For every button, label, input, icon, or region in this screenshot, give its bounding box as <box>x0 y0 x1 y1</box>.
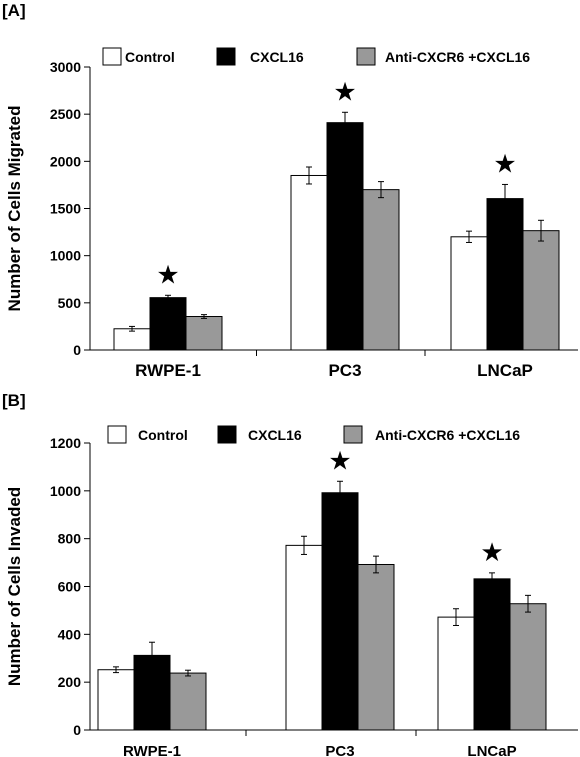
y-tick-label: 500 <box>58 295 82 311</box>
x-category-label: LNCaP <box>477 361 533 380</box>
bar-rwpe-1-cxcl16 <box>133 654 171 731</box>
bar-rwpe-1-cxcl16 <box>149 297 187 351</box>
x-category-label: RWPE-1 <box>135 361 201 380</box>
legend-swatch <box>102 47 122 66</box>
panel-label: [A] <box>2 1 26 20</box>
bar-lncap-anti-cxcr6-cxcl16 <box>509 603 547 731</box>
bar-lncap-control <box>450 236 488 351</box>
y-tick-label: 0 <box>73 342 81 358</box>
legend-label: CXCL16 <box>250 49 304 65</box>
bar-pc3-cxcl16 <box>326 122 364 351</box>
significance-star: ★ <box>480 538 503 568</box>
panel-label: [B] <box>2 391 26 410</box>
y-tick-label: 600 <box>58 579 82 595</box>
legend-label: CXCL16 <box>248 427 302 443</box>
y-tick-label: 1000 <box>50 483 81 499</box>
legend-swatch <box>343 425 363 444</box>
bar-pc3-anti-cxcr6-cxcl16 <box>357 563 395 731</box>
bar-rwpe-1-control <box>97 669 135 731</box>
bar-rwpe-1-anti-cxcr6-cxcl16 <box>185 316 223 351</box>
y-tick-label: 800 <box>58 531 82 547</box>
x-category-label: LNCaP <box>467 743 516 757</box>
bar-lncap-cxcl16 <box>486 198 524 351</box>
y-axis-title: Number of Cells Migrated <box>5 106 24 312</box>
legend-label: Control <box>138 427 188 443</box>
y-axis-title: Number of Cells Invaded <box>5 487 24 686</box>
x-category-label: PC3 <box>325 743 354 757</box>
significance-star: ★ <box>328 446 351 476</box>
bar-rwpe-1-anti-cxcr6-cxcl16 <box>169 672 207 731</box>
y-tick-label: 200 <box>58 674 82 690</box>
chart-panel-a: [A] Number of Cells Migrated 0 500 1000 1500 2… <box>2 1 578 380</box>
legend-swatch <box>107 425 127 444</box>
legend-label: Anti-CXCR6 +CXCL16 <box>375 427 520 443</box>
x-category-label: RWPE-1 <box>123 743 181 757</box>
chart-panel-b: [B] Number of Cells Invaded 0 200 400 600 800 1… <box>2 391 578 757</box>
significance-star: ★ <box>333 77 356 107</box>
legend-swatch <box>216 47 236 66</box>
y-tick-label: 400 <box>58 626 82 642</box>
y-tick-label: 2500 <box>50 106 81 122</box>
bar-pc3-cxcl16 <box>321 492 359 731</box>
legend-label: Control <box>125 49 175 65</box>
y-tick-label: 1000 <box>50 248 81 264</box>
y-tick-label: 0 <box>73 722 81 738</box>
y-tick-label: 1500 <box>50 201 81 217</box>
bar-rwpe-1-control <box>113 328 151 351</box>
bar-lncap-cxcl16 <box>473 578 511 731</box>
y-tick-label: 3000 <box>50 59 81 75</box>
legend-swatch <box>356 47 376 66</box>
bar-pc3-anti-cxcr6-cxcl16 <box>362 189 400 351</box>
significance-star: ★ <box>493 149 516 179</box>
significance-star: ★ <box>156 260 179 290</box>
bar-pc3-control <box>285 544 323 731</box>
bar-lncap-control <box>437 616 475 731</box>
y-tick-label: 2000 <box>50 153 81 169</box>
bar-pc3-control <box>290 174 328 351</box>
legend-swatch <box>217 425 237 444</box>
legend-label: Anti-CXCR6 +CXCL16 <box>385 49 530 65</box>
bar-lncap-anti-cxcr6-cxcl16 <box>522 230 560 351</box>
x-category-label: PC3 <box>328 361 361 380</box>
y-tick-label: 1200 <box>50 435 81 451</box>
